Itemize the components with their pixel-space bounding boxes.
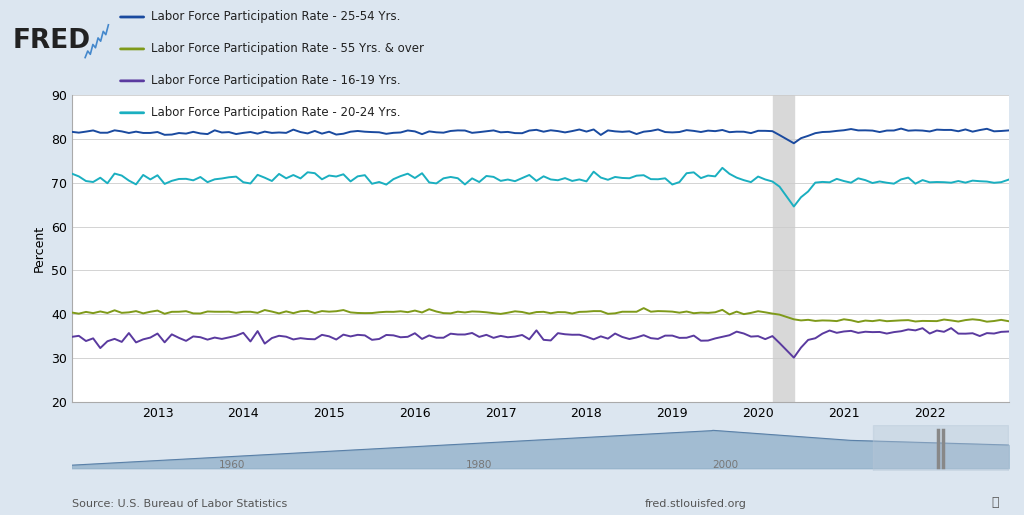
Bar	[873, 425, 1008, 471]
Bar	[773, 95, 795, 402]
Text: 1960: 1960	[219, 459, 245, 470]
Text: ⛶: ⛶	[991, 496, 998, 509]
Text: FRED: FRED	[12, 28, 90, 54]
Text: Source: U.S. Bureau of Labor Statistics: Source: U.S. Bureau of Labor Statistics	[72, 499, 287, 509]
Text: fred.stlouisfed.org: fred.stlouisfed.org	[645, 499, 746, 509]
Y-axis label: Percent: Percent	[33, 225, 45, 272]
Text: Labor Force Participation Rate - 16-19 Yrs.: Labor Force Participation Rate - 16-19 Y…	[151, 74, 400, 88]
Text: Labor Force Participation Rate - 55 Yrs. & over: Labor Force Participation Rate - 55 Yrs.…	[151, 42, 424, 56]
Text: Labor Force Participation Rate - 25-54 Yrs.: Labor Force Participation Rate - 25-54 Y…	[151, 10, 400, 24]
Text: Labor Force Participation Rate - 20-24 Yrs.: Labor Force Participation Rate - 20-24 Y…	[151, 106, 400, 119]
Text: 1980: 1980	[465, 459, 492, 470]
Text: 2000: 2000	[712, 459, 738, 470]
